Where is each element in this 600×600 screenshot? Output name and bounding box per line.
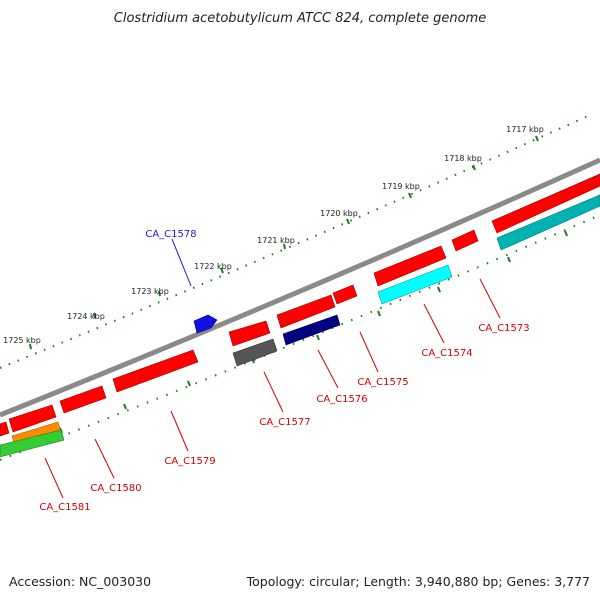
topology-summary-text: Topology: circular; Length: 3,940,880 bp… xyxy=(246,574,590,589)
feature-green[interactable] xyxy=(0,429,65,458)
feature-navy[interactable] xyxy=(282,314,341,346)
forward-genes xyxy=(0,173,600,437)
gene-ca-c1578[interactable] xyxy=(193,314,218,334)
gene-ca-c1573-small[interactable] xyxy=(451,229,479,252)
label-ca-c1574[interactable]: CA_C1574 xyxy=(421,348,472,359)
inner-features xyxy=(0,194,600,458)
label-ca-c1578[interactable]: CA_C1578 xyxy=(145,229,196,240)
genome-backbone xyxy=(0,157,600,418)
outer-major-ticks xyxy=(29,135,539,350)
gene-ca-c1574[interactable] xyxy=(373,245,447,287)
kbp-label-1720: 1720 kbp xyxy=(320,209,358,218)
kbp-label-1724: 1724 kbp xyxy=(67,312,105,321)
gene-ca-c1577[interactable] xyxy=(228,320,271,347)
gene-ca-c1580[interactable] xyxy=(59,385,107,414)
leader-ca-c1578 xyxy=(171,238,192,287)
kbp-label-1718: 1718 kbp xyxy=(444,154,482,163)
kbp-label-1719: 1719 kbp xyxy=(382,182,420,191)
label-ca-c1579[interactable]: CA_C1579 xyxy=(164,456,215,467)
label-ca-c1577[interactable]: CA_C1577 xyxy=(259,417,310,428)
feature-gray[interactable] xyxy=(232,338,278,367)
kbp-label-1717: 1717 kbp xyxy=(506,125,544,134)
label-ca-c1575[interactable]: CA_C1575 xyxy=(357,377,408,388)
label-ca-c1576[interactable]: CA_C1576 xyxy=(316,394,367,405)
feature-cyan[interactable] xyxy=(377,264,453,305)
gene-label-leaders xyxy=(44,278,501,499)
label-ca-c1580[interactable]: CA_C1580 xyxy=(90,483,141,494)
kbp-label-1721: 1721 kbp xyxy=(257,236,295,245)
gene-ca-c1573[interactable] xyxy=(491,173,600,234)
label-ca-c1581[interactable]: CA_C1581 xyxy=(39,502,90,513)
gene-ca-c1581[interactable] xyxy=(8,404,57,433)
kbp-label-1725: 1725 kbp xyxy=(3,336,41,345)
gene-ca-c1579[interactable] xyxy=(112,349,199,393)
kbp-label-1723: 1723 kbp xyxy=(131,287,169,296)
gene-edge-left[interactable] xyxy=(0,421,10,437)
label-ca-c1573[interactable]: CA_C1573 xyxy=(478,323,529,334)
kbp-label-1722: 1722 kbp xyxy=(194,262,232,271)
accession-text: Accession: NC_003030 xyxy=(9,574,151,589)
gene-ca-c1576[interactable] xyxy=(276,294,336,329)
feature-teal[interactable] xyxy=(496,194,600,251)
gene-ca-c1575[interactable] xyxy=(332,284,358,305)
map-title: Clostridium acetobutylicum ATCC 824, com… xyxy=(114,11,486,26)
